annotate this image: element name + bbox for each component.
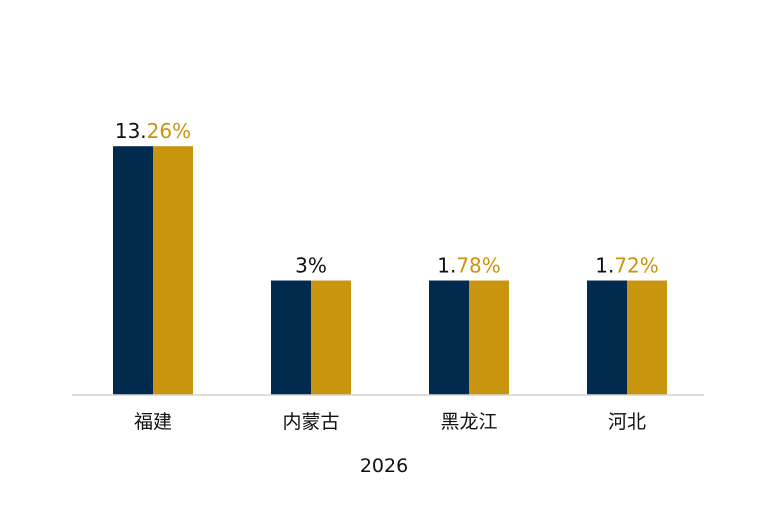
data-label-1: 3% (295, 254, 327, 278)
data-label-3: 1.72% (595, 254, 659, 278)
bar-series2-2 (469, 280, 509, 395)
x-tick-label-1: 内蒙古 (282, 411, 339, 433)
bar-series2-3 (627, 280, 667, 395)
bar-series1-1 (271, 280, 311, 395)
x-tick-label-0: 福建 (134, 411, 172, 433)
data-label-2: 1.78% (437, 254, 501, 278)
bar-series2-0 (153, 146, 193, 395)
data-labels: 13.26% 3% 1.78% 1.72% (115, 119, 659, 277)
bars-group (113, 146, 667, 395)
x-tick-label-2: 黑龙江 (440, 411, 497, 433)
bar-series2-1 (311, 280, 351, 395)
bar-series1-3 (587, 280, 627, 395)
data-label-0: 13.26% (115, 119, 191, 143)
x-tick-label-3: 河北 (608, 411, 646, 433)
bar-series1-2 (429, 280, 469, 395)
bar-series1-0 (113, 146, 153, 395)
x-axis-title: 2026 (360, 455, 408, 477)
x-tick-labels: 福建 内蒙古 黑龙江 河北 (134, 411, 646, 433)
